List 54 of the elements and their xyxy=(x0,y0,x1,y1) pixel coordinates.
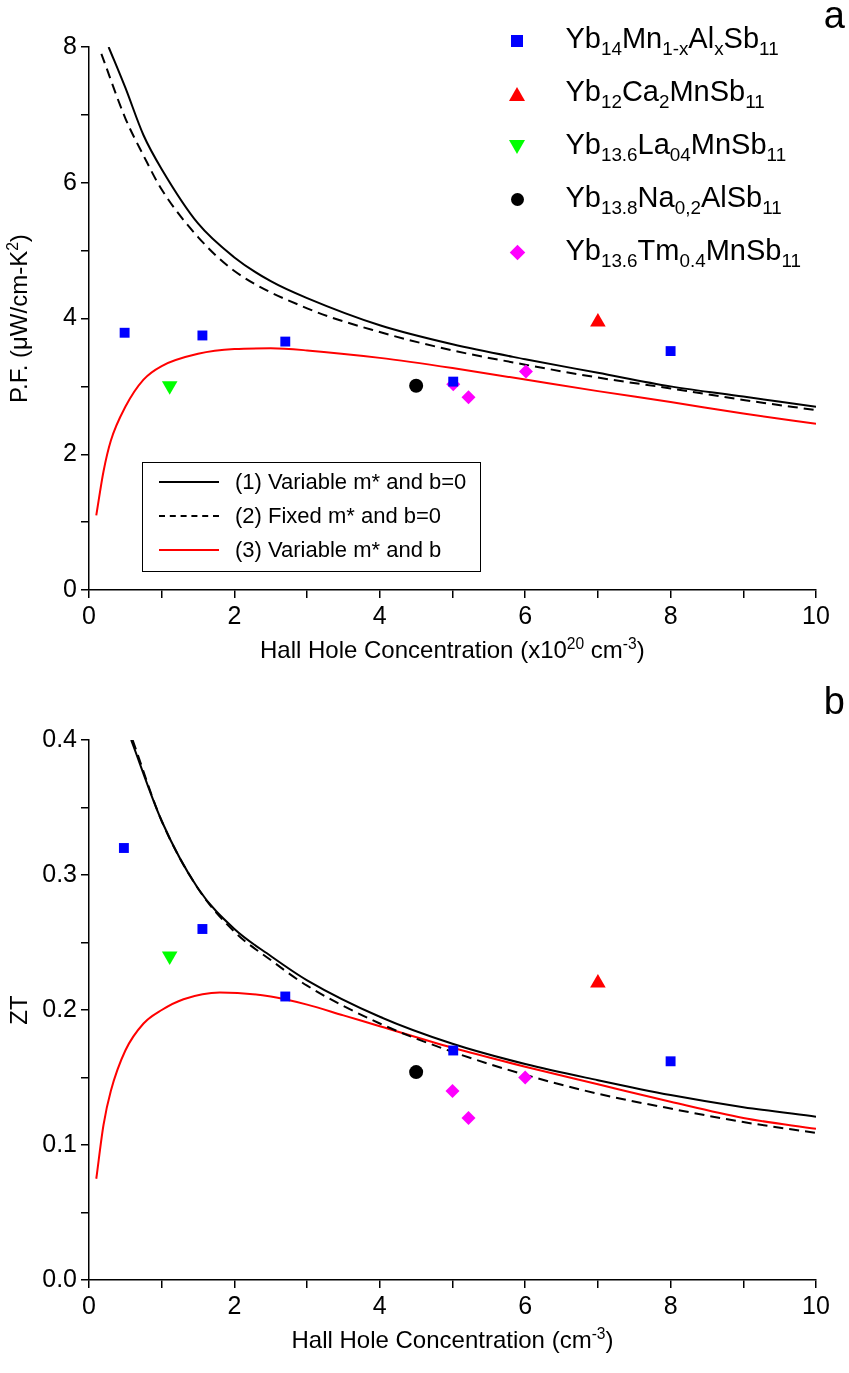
y-tick-label: 0.3 xyxy=(42,858,77,887)
text: a xyxy=(823,0,845,37)
x-tick-label: 10 xyxy=(802,600,830,629)
point xyxy=(448,376,459,387)
x-tick-label: 4 xyxy=(372,1290,387,1319)
y-axis-title: ZT xyxy=(4,995,33,1025)
point xyxy=(409,378,424,393)
point xyxy=(119,327,130,338)
point xyxy=(518,1070,533,1085)
y-tick-label: 4 xyxy=(63,302,78,331)
x-tick-label: 8 xyxy=(663,600,678,629)
y-tick-label: 0.4 xyxy=(42,723,78,752)
x-tick-label: 2 xyxy=(227,600,242,629)
x-tick-label: 8 xyxy=(663,1290,678,1319)
legend-label: Yb$_{13.8}$Na$_{0,2}$AlSb$_{11}$ xyxy=(565,180,782,219)
y-tick-label: 6 xyxy=(63,166,77,195)
point xyxy=(518,364,533,379)
point xyxy=(445,1084,460,1098)
point xyxy=(665,1056,676,1067)
x-axis-title: Hall Hole Concentration (cm$^{-3}$) xyxy=(291,1325,614,1354)
legend-label: Yb$_{13.6}$Tm$_{0.4}$MnSb$_{11}$ xyxy=(565,233,801,272)
text: b xyxy=(823,680,845,723)
point xyxy=(118,843,129,853)
y-tick-label: 0.2 xyxy=(42,993,77,1022)
point xyxy=(461,1111,476,1125)
legend-label: Yb$_{13.6}$La$_{04}$MnSb$_{11}$ xyxy=(565,127,787,166)
legend-label: (3) Variable m* and b xyxy=(235,537,442,563)
legend-label: Yb$_{12}$Ca$_{2}$MnSb$_{11}$ xyxy=(565,74,765,113)
legend-label: Yb$_{14}$Mn$_{1-x}$Al$_{x}$Sb$_{11}$ xyxy=(565,21,779,60)
point xyxy=(409,1065,424,1080)
x-tick-label: 4 xyxy=(372,600,387,629)
x-tick-label: 2 xyxy=(227,1290,242,1319)
y-tick-label: 2 xyxy=(63,438,77,467)
x-tick-label: 0 xyxy=(82,600,96,629)
point xyxy=(461,390,476,405)
y-tick-label: 8 xyxy=(63,30,77,59)
x-tick-label: 0 xyxy=(82,1290,96,1319)
y-tick-label: 0.0 xyxy=(42,1263,77,1292)
point xyxy=(665,346,676,357)
point xyxy=(448,1045,459,1056)
x-tick-label: 10 xyxy=(802,1290,830,1319)
point xyxy=(280,336,291,347)
y-tick-label: 0 xyxy=(63,573,77,602)
legend-label: (1) Variable m* and b=0 xyxy=(235,469,467,495)
x-tick-label: 6 xyxy=(518,1290,533,1319)
x-axis-title: Hall Hole Concentration (x10$^{20}$ cm$^{-3}$) xyxy=(260,635,645,664)
line-series xyxy=(95,991,816,1180)
point xyxy=(197,330,208,341)
point xyxy=(197,924,208,934)
y-tick-label: 0.1 xyxy=(42,1128,77,1157)
x-tick-label: 6 xyxy=(518,600,533,629)
legend-label: (2) Fixed m* and b=0 xyxy=(235,503,442,529)
point xyxy=(161,951,178,965)
point xyxy=(280,991,291,1002)
